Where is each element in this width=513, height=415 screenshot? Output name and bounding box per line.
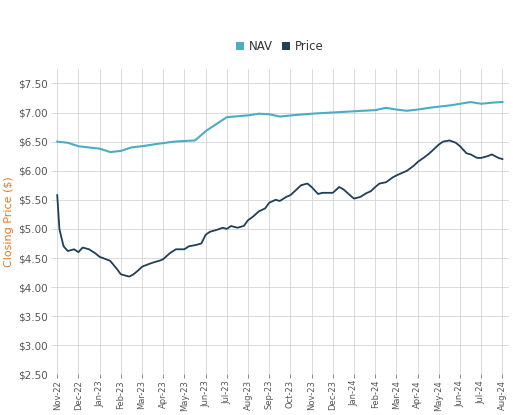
- Legend: NAV, Price: NAV, Price: [231, 35, 329, 58]
- Y-axis label: Closing Price ($): Closing Price ($): [4, 176, 14, 267]
